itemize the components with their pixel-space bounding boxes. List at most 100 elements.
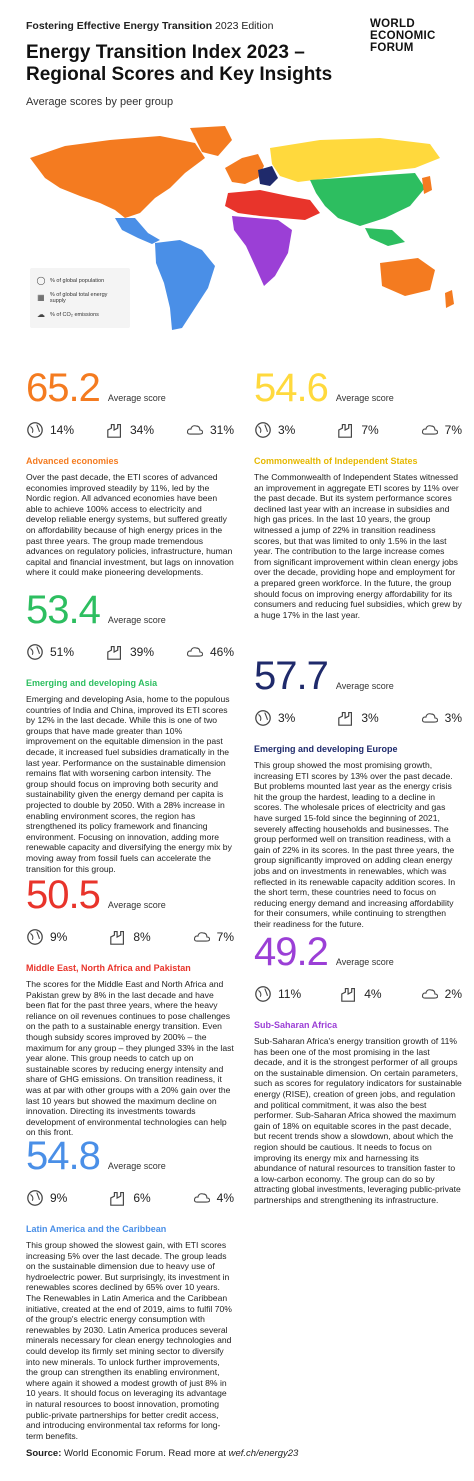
globe-icon <box>255 422 271 438</box>
region-description: The Commonwealth of Independent States w… <box>254 472 462 620</box>
world-map <box>30 126 454 330</box>
globe-icon: ◯ <box>36 275 46 285</box>
legend-emissions-label: % of CO₂ emissions <box>50 311 99 318</box>
pop-value: 51% <box>50 645 75 659</box>
card-sub-saharan-africa: 49.2 Average score 11% 4% 2% Sub-Saharan… <box>254 932 462 1206</box>
avg-label: Average score <box>107 393 166 403</box>
map-sub-saharan-africa <box>232 216 292 286</box>
factory-icon <box>107 424 121 438</box>
source-note: Source: World Economic Forum. Read more … <box>26 1448 298 1459</box>
pop-value: 14% <box>50 423 75 437</box>
energy-value: 6% <box>133 1191 151 1205</box>
logo-line-1: WORLD <box>370 18 415 30</box>
source-link[interactable]: wef.ch/energy23 <box>228 1448 299 1459</box>
co2-value: 7% <box>444 423 462 437</box>
card-mena: 50.5 Average score 9% 8% 7% Middle East,… <box>26 875 234 1138</box>
map-western-europe <box>225 154 264 184</box>
source-text: World Economic Forum. Read more at <box>64 1448 226 1459</box>
region-name: Emerging and developing Europe <box>254 744 398 754</box>
globe-icon <box>27 644 43 660</box>
region-name: Middle East, North Africa and Pakistan <box>26 963 191 973</box>
card-emerging-europe: 57.7 Average score 3% 3% 3% Emerging and… <box>254 656 462 930</box>
cloud-co2-icon <box>186 425 204 435</box>
pop-value: 3% <box>278 711 296 725</box>
avg-label: Average score <box>107 1161 166 1171</box>
page-title: Energy Transition Index 2023 – Regional … <box>26 42 333 85</box>
legend-emissions: ☁ % of CO₂ emissions <box>36 306 124 323</box>
co2-value: 46% <box>209 645 234 659</box>
stats-row: 3% 7% 7% <box>254 418 462 442</box>
stats-row: 14% 34% 31% <box>26 418 234 442</box>
globe-icon <box>255 710 271 726</box>
energy-value: 34% <box>129 423 155 437</box>
map-new-zealand <box>445 290 454 308</box>
factory-icon: ▦ <box>37 292 45 302</box>
report-name: Fostering Effective Energy Transition <box>26 20 213 32</box>
factory-icon <box>341 988 356 1002</box>
map-central-america <box>115 218 160 244</box>
pop-value: 11% <box>278 987 302 1001</box>
energy-value: 3% <box>361 711 379 725</box>
legend-energy: ▦ % of global total energy supply <box>36 289 124 306</box>
card-latin-america: 54.8 Average score 9% 6% 4% Latin Americ… <box>26 1136 234 1441</box>
avg-label: Average score <box>335 393 394 403</box>
cloud-icon: ☁ <box>37 309 45 319</box>
globe-icon <box>27 422 43 438</box>
score-europe: 57.7 <box>254 654 329 698</box>
cloud-co2-icon <box>421 713 438 723</box>
region-description: Over the past decade, the ETI scores of … <box>26 472 234 578</box>
map-se-asia <box>365 228 405 246</box>
map-eastern-europe <box>258 166 278 186</box>
card-asia: 53.4 Average score 51% 39% 46% Emerging … <box>26 590 234 874</box>
card-cis: 54.6 Average score 3% 7% 7% Commonwealth… <box>254 368 462 620</box>
pop-value: 9% <box>50 1191 68 1205</box>
stats-row: 9% 6% 4% <box>26 1186 234 1210</box>
map-south-america <box>155 240 215 330</box>
score-advanced: 65.2 <box>26 366 101 410</box>
factory-icon <box>107 646 121 660</box>
avg-label: Average score <box>335 681 394 691</box>
cloud-co2-icon <box>421 425 438 435</box>
region-description: This group showed the slowest gain, with… <box>26 1240 232 1441</box>
score-cis: 54.6 <box>254 366 329 410</box>
score-asia: 53.4 <box>26 588 101 632</box>
logo-line-2: ECONOMIC <box>370 30 436 42</box>
pop-value: 3% <box>278 423 296 437</box>
wef-logo: WORLD ECONOMIC FORUM <box>370 18 450 54</box>
co2-value: 2% <box>444 987 462 1001</box>
stats-row: 9% 8% 7% <box>26 925 234 949</box>
report-supertitle: Fostering Effective Energy Transition 20… <box>26 20 273 32</box>
energy-value: 4% <box>364 987 382 1001</box>
map-north-america <box>30 136 205 218</box>
globe-icon <box>27 1190 43 1206</box>
region-name: Commonwealth of Independent States <box>254 456 418 466</box>
factory-icon <box>338 712 353 726</box>
energy-value: 39% <box>129 645 155 659</box>
source-label: Source: <box>26 1448 62 1459</box>
globe-icon <box>255 986 271 1002</box>
co2-value: 4% <box>216 1191 234 1205</box>
map-australia <box>380 258 435 296</box>
map-cis <box>270 138 440 182</box>
map-legend: ◯ % of global population ▦ % of global t… <box>30 268 130 328</box>
legend-population-label: % of global population <box>50 277 105 284</box>
stats-row: 11% 4% 2% <box>254 982 462 1006</box>
co2-value: 7% <box>216 930 234 944</box>
score-latam: 54.8 <box>26 1134 101 1178</box>
cloud-co2-icon <box>193 1193 210 1203</box>
avg-label: Average score <box>335 957 394 967</box>
energy-value: 8% <box>133 930 151 944</box>
legend-population: ◯ % of global population <box>36 272 124 289</box>
cloud-co2-icon <box>421 989 438 999</box>
logo-line-3: FORUM <box>370 42 414 54</box>
region-name: Advanced economies <box>26 456 119 466</box>
page-subtitle: Average scores by peer group <box>26 96 174 108</box>
region-description: This group showed the most promising gro… <box>254 760 456 929</box>
co2-value: 3% <box>444 711 462 725</box>
factory-icon <box>110 1192 125 1206</box>
card-advanced-economies: 65.2 Average score 14% 34% 31% Advanced … <box>26 368 234 578</box>
region-name: Emerging and developing Asia <box>26 678 158 688</box>
factory-icon <box>110 931 125 945</box>
avg-label: Average score <box>107 615 166 625</box>
factory-icon <box>338 424 353 438</box>
